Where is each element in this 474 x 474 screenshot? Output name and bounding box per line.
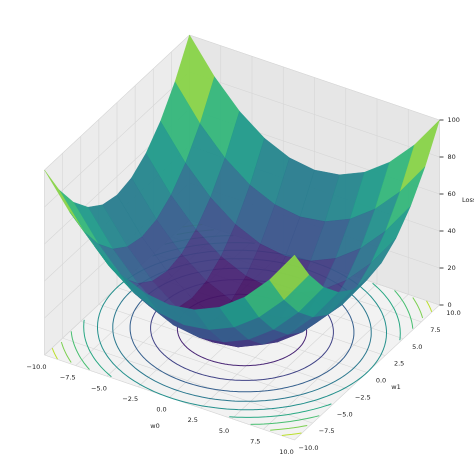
y-tick-label: 7.5 — [430, 326, 440, 334]
x-tick-label: −2.5 — [122, 395, 138, 403]
grid-line — [189, 34, 440, 121]
x-tick-label: 7.5 — [250, 437, 260, 445]
contour — [97, 249, 387, 411]
y-tick-label: −2.5 — [355, 393, 371, 401]
x-tick-label: 0.0 — [156, 406, 166, 414]
surface-facet — [269, 254, 310, 300]
x-tick-label: −5.0 — [91, 384, 107, 392]
x-tick-label: 5.0 — [219, 427, 229, 435]
y-tick-label: 10.0 — [446, 309, 460, 317]
y-tick-label: −10.0 — [299, 444, 319, 452]
y-axis-label: w1 — [391, 383, 400, 391]
grid-line — [98, 304, 349, 390]
grid-line — [44, 34, 190, 171]
labels: −10.0 −7.5 −5.0 −2.5 0.0 2.5 5.0 7.5 10.0 −10.0 −7… — [27, 116, 461, 456]
y-tick-label: −7.5 — [319, 427, 335, 435]
x-tick-label: −7.5 — [60, 374, 76, 382]
surface — [44, 34, 440, 348]
contour — [112, 258, 372, 402]
z-tick-label: 60 — [448, 190, 456, 198]
z-tick-label: 80 — [448, 153, 456, 161]
y-tick-label: 2.5 — [394, 360, 404, 368]
x-tick-label: 10.0 — [279, 448, 293, 456]
x-tick-label: 2.5 — [188, 416, 198, 424]
y-tick-label: 0.0 — [376, 377, 386, 385]
z-tick-label: 40 — [448, 227, 456, 235]
y-tick-label: 5.0 — [412, 343, 422, 351]
grid-line — [44, 71, 190, 208]
z-axis-label: Loss — [462, 196, 474, 204]
y-tick-label: −5.0 — [337, 410, 353, 418]
z-tick-label: 0 — [448, 301, 452, 309]
z-tick-label: 20 — [448, 264, 456, 272]
grid-line — [80, 320, 331, 407]
x-axis-label: w0 — [150, 422, 159, 430]
grid-line — [189, 71, 440, 158]
x-tick-label: −10.0 — [27, 363, 47, 371]
z-tick-label: 100 — [448, 116, 460, 124]
